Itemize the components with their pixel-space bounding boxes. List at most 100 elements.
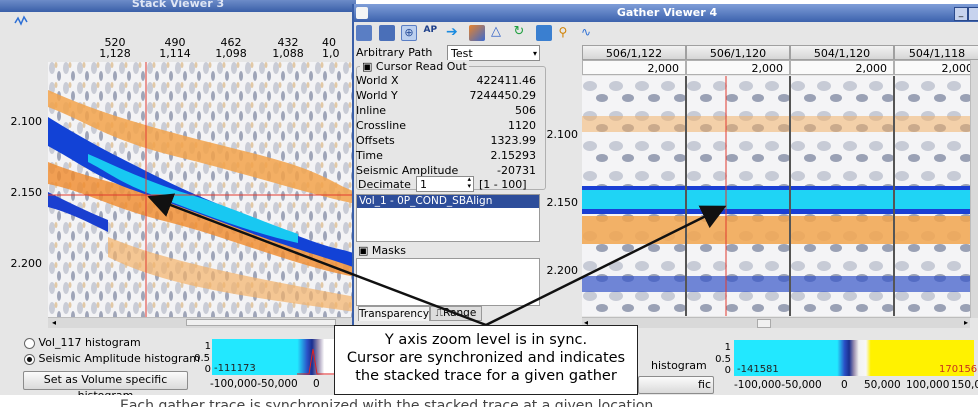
readout-row: Offsets 1323.99 [356, 134, 540, 149]
masks-title[interactable]: ▣ Masks [358, 244, 406, 258]
gather-scroll-thumb[interactable] [757, 319, 771, 328]
wave-icon[interactable] [14, 15, 30, 27]
hist-x-tick: 100,000 [906, 379, 950, 391]
crossline-tick: 1,088 [272, 47, 304, 60]
stack-histogram[interactable]: -111173 [212, 339, 334, 375]
stack-seismic-section[interactable] [48, 62, 356, 317]
readout-label: Time [356, 149, 383, 162]
set-volume-histogram-button[interactable]: fic histogram [638, 376, 714, 394]
gather-vertical-scrollbar[interactable] [970, 60, 978, 318]
layers-icon[interactable] [468, 25, 485, 41]
radio-button[interactable] [24, 353, 35, 365]
histogram-option-seismic[interactable]: Seismic Amplitude histogram [24, 352, 200, 365]
camera-icon[interactable] [536, 25, 552, 41]
masks-title-label: Masks [371, 244, 406, 257]
arrow-right-icon[interactable]: ➔ [446, 24, 458, 40]
collapse-icon[interactable]: ▣ [362, 60, 373, 73]
callout-line: Cursor are synchronized and indicates [346, 350, 626, 366]
readout-row: Crossline 1120 [356, 119, 540, 134]
stack-viewer-toolbar [0, 12, 356, 30]
histogram-option-label: Vol_117 histogram [38, 336, 141, 349]
inline-tick: 490 [164, 36, 186, 49]
inline-tick: 462 [220, 36, 242, 49]
hist-y-tick: 0 [204, 364, 211, 375]
readout-row: Seismic Amplitude -20731 [356, 164, 540, 179]
sync-callout-box: Y axis zoom level is in sync. Cursor are… [334, 325, 638, 395]
readout-label: Inline [356, 104, 387, 117]
readout-label: Offsets [356, 134, 395, 147]
inline-tick: 432 [277, 36, 299, 49]
inline-tick: 40 [322, 36, 336, 49]
arrow-to-gather [485, 205, 727, 327]
stack-scroll-thumb[interactable] [186, 319, 336, 326]
pointer-icon[interactable] [356, 25, 372, 41]
cursor-readout-title[interactable]: ▣ Cursor Read Out [360, 60, 469, 74]
scroll-left-icon[interactable]: ◂ [584, 318, 589, 327]
hist-y-tick: 0.5 [715, 354, 731, 365]
spin-arrows-icon[interactable]: ▴ ▾ [467, 175, 471, 190]
readout-label: World Y [356, 89, 398, 102]
scroll-left-icon[interactable]: ◂ [52, 318, 57, 327]
hist-y-tick: 1 [724, 342, 731, 353]
gather-toolbar: ⊕ AP ➔ △ ↻ ⚲ ∿ [354, 22, 978, 44]
scroll-right-icon[interactable]: ▸ [963, 318, 968, 327]
callout-line: the stacked trace for a given gather [355, 368, 617, 384]
crossline-tick: 1,128 [99, 47, 131, 60]
arbitrary-path-value: Test [451, 47, 473, 60]
radio-button[interactable] [24, 337, 35, 349]
hist-y-tick: 0.5 [194, 353, 210, 364]
stack-viewer-title: Stack Viewer 3 [0, 0, 356, 12]
volume-list[interactable]: Vol_1 - 0P_COND_SBAlign [356, 194, 540, 242]
crosshair-icon[interactable]: ⊕ [401, 25, 417, 41]
gather-column-header: 504/1,120 [790, 45, 894, 60]
minimize-icon[interactable]: _ [954, 7, 968, 21]
time-tick: 2.100 [10, 115, 43, 128]
decimate-label: Decimate [358, 178, 411, 191]
gather-column-header: 506/1,122 [582, 45, 686, 60]
histogram-option-vol117[interactable]: Vol_117 histogram [24, 336, 141, 349]
save-icon[interactable] [378, 25, 395, 41]
decimate-range: [1 - 100] [479, 178, 527, 191]
decimate-input[interactable]: 1 ▴ ▾ [416, 176, 474, 192]
gather-viewer-title: Gather Viewer 4 [354, 4, 978, 22]
volume-list-item[interactable]: Vol_1 - 0P_COND_SBAlign [357, 195, 539, 208]
readout-value: 7244450.29 [469, 89, 536, 102]
time-tick: 2.100 [546, 128, 579, 141]
masks-list[interactable] [356, 258, 540, 306]
ap-icon[interactable]: AP [423, 25, 438, 35]
arbitrary-path-select[interactable]: Test ▾ [447, 45, 540, 61]
gather-offset-value: 2,000 [686, 60, 790, 75]
refresh-icon[interactable]: ↻ [513, 24, 525, 39]
hist-x-tick: 50,000 [864, 379, 901, 391]
app-icon [356, 7, 368, 19]
tab-transparency[interactable]: Transparency [358, 306, 430, 321]
cursor-readout-list: World X 422411.46 World Y 7244450.29 Inline 5… [356, 74, 540, 179]
hist-x-tick: 150,00 [951, 379, 978, 391]
readout-row: Time 2.15293 [356, 149, 540, 164]
crossline-tick: 1,0 [322, 47, 340, 60]
stack-horizontal-scrollbar[interactable]: ◂ [48, 317, 356, 328]
readout-value: 2.15293 [490, 149, 537, 162]
collapse-icon[interactable]: ▣ [358, 244, 369, 257]
window-control-icon[interactable] [968, 7, 978, 21]
hist-y-tick: 1 [204, 341, 211, 352]
histogram-option-label: histogram [651, 359, 707, 372]
histogram-curve [297, 348, 334, 375]
readout-value: -20731 [497, 164, 536, 177]
set-volume-histogram-button[interactable]: Set as Volume specific histogram [23, 371, 188, 395]
stack-viewer-window: Stack Viewer 3 520 1,128 490 1,114 462 1… [0, 0, 356, 395]
wave-icon[interactable]: ∿ [581, 25, 592, 39]
triangle-icon[interactable]: △ [491, 24, 501, 39]
histogram-option-label: Seismic Amplitude histogram [38, 352, 200, 365]
gather-histogram[interactable]: -141581 170156 [734, 340, 977, 376]
crossline-tick: 1,098 [215, 47, 247, 60]
gather-offset-value: 2,000 [582, 60, 686, 75]
hist-min-value: -141581 [737, 364, 779, 375]
gather-horizontal-scrollbar[interactable]: ◂ ▸ [582, 317, 970, 328]
hist-y-tick: 0 [724, 365, 731, 376]
zoom-icon[interactable]: ⚲ [558, 25, 568, 39]
gather-seismic-section[interactable] [582, 76, 970, 316]
readout-value: 422411.46 [476, 74, 537, 87]
readout-row: World Y 7244450.29 [356, 89, 540, 104]
